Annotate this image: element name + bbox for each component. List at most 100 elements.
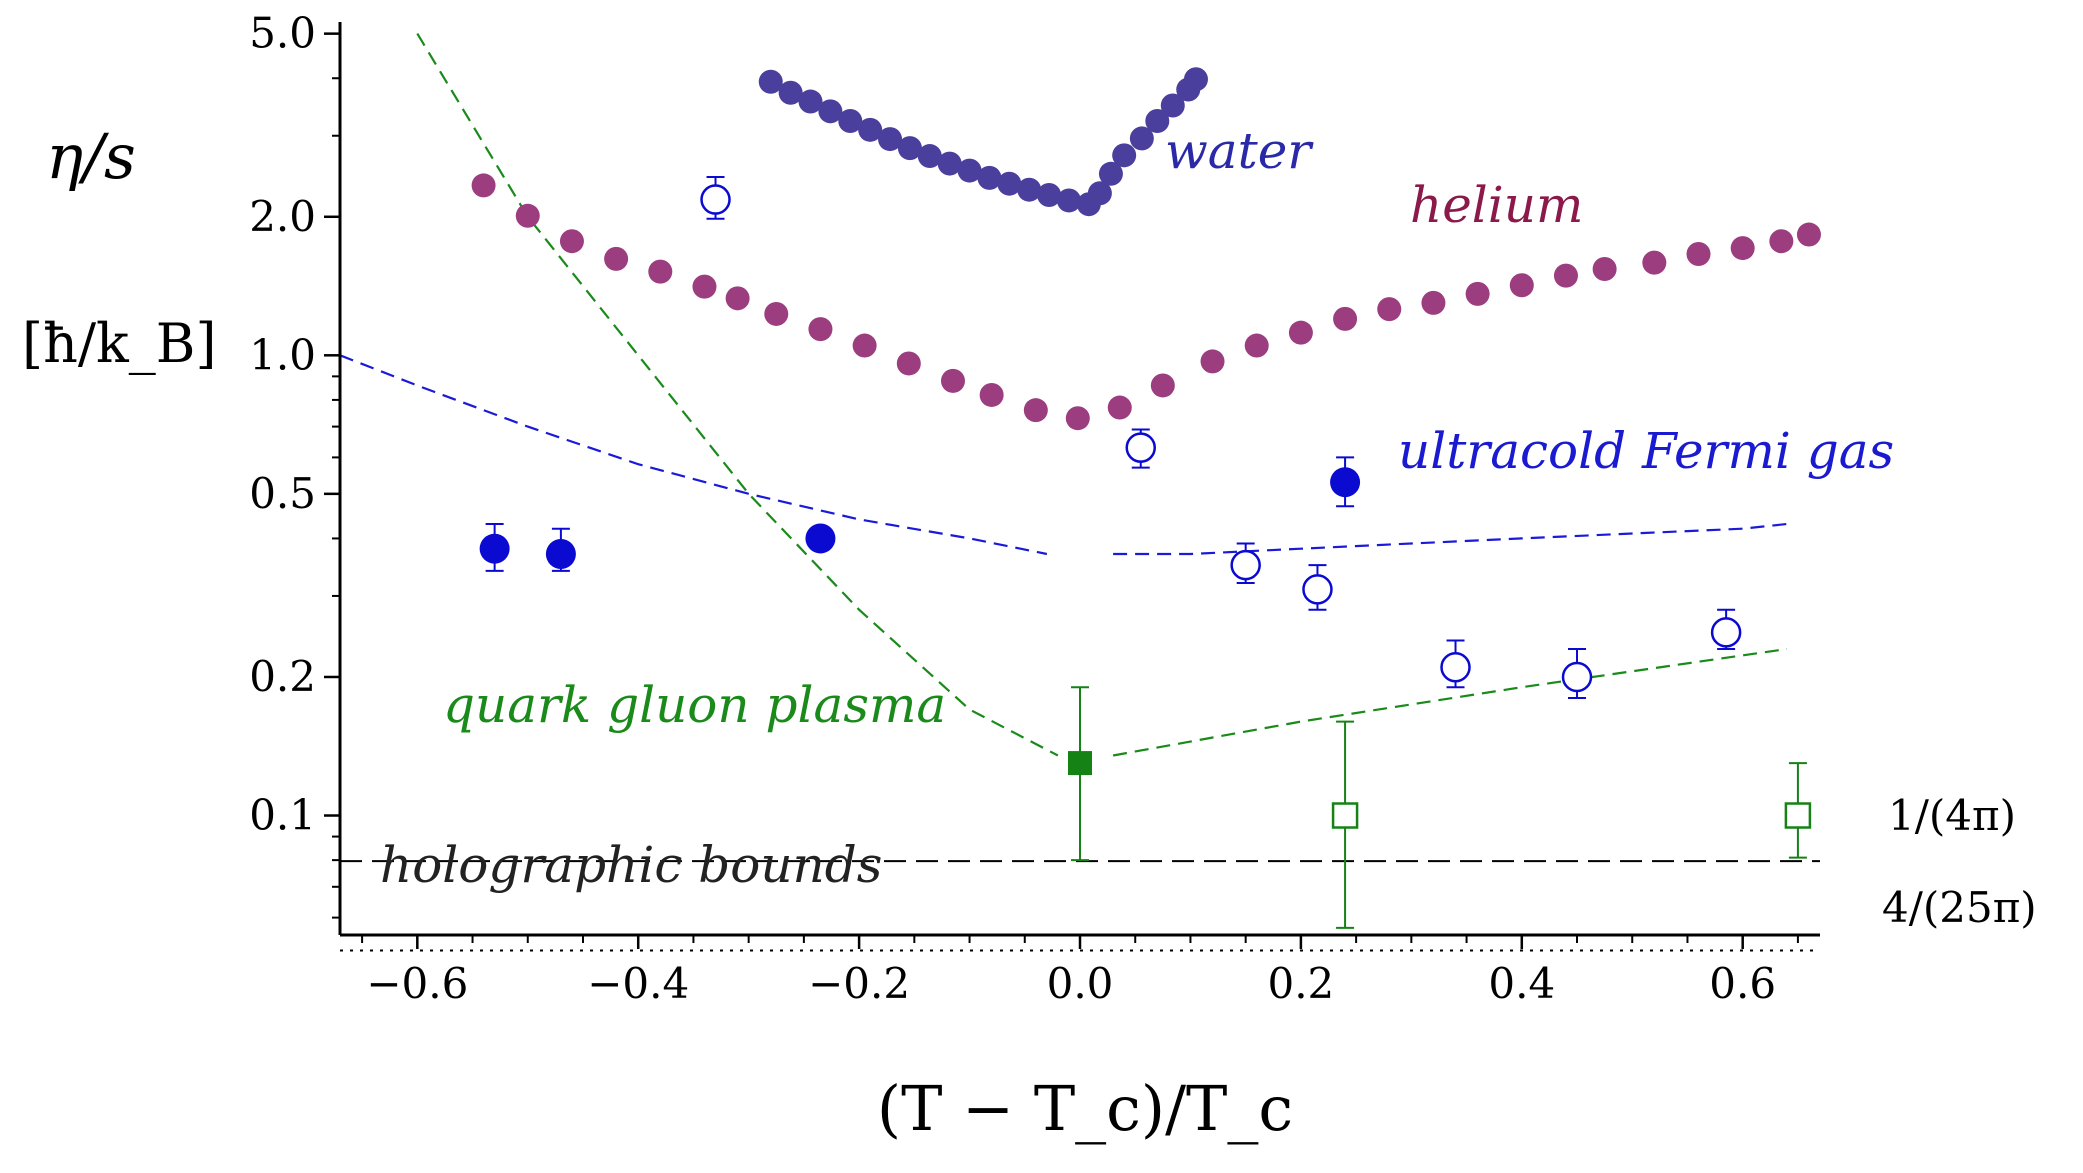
quark-gluon-plasma-open-point: [1784, 802, 1812, 829]
y-axis-unit: [ħ/k_B]: [22, 312, 217, 375]
helium-point: [1200, 349, 1225, 374]
bound-label-gb: 4/(25π): [1882, 883, 2037, 932]
helium-point: [604, 246, 629, 271]
ultracold-Fermi-gas-theory-curve: [339, 354, 1048, 556]
y-axis-label: η/s: [46, 120, 136, 193]
water-point: [1056, 188, 1081, 213]
ultracold-Fermi-gas-open-point: [1302, 574, 1333, 605]
helium-point: [896, 351, 921, 376]
water-point: [1129, 126, 1154, 151]
water-point: [977, 165, 1002, 190]
helium-point: [1796, 222, 1821, 247]
fermi-gas-label: ultracold Fermi gas: [1398, 422, 1894, 480]
helium-point: [1244, 333, 1269, 358]
helium-point: [1377, 297, 1402, 322]
ultracold-Fermi-gas-filled-point: [479, 533, 510, 564]
helium-point: [1686, 242, 1711, 267]
helium-point: [852, 333, 877, 358]
water-point: [1087, 181, 1112, 206]
y-tick-label: 2.0: [249, 192, 316, 241]
helium-point: [1642, 250, 1667, 275]
quark-gluon-plasma-theory-curve: [1112, 647, 1788, 757]
water-point: [897, 136, 922, 161]
axes: −0.6 −0.4 −0.2 0.0 0.2 0.4 0.6 0.1 0.2 0.5 1.0 2.0 5…: [249, 9, 1820, 1008]
ultracold-Fermi-gas-open-point: [1125, 432, 1156, 463]
helium-point: [471, 173, 496, 198]
water-point: [1145, 108, 1170, 133]
x-tick-label: 0.6: [1709, 959, 1776, 1008]
helium-point: [764, 301, 789, 326]
ultracold-Fermi-gas-open-point: [1561, 661, 1593, 693]
x-tick-label: 0.0: [1047, 959, 1114, 1008]
x-tick-label: 0.2: [1267, 959, 1334, 1008]
helium-point: [692, 274, 717, 299]
water-label: water: [1165, 122, 1314, 180]
helium-point: [1150, 373, 1175, 398]
ultracold-Fermi-gas-open-point: [1230, 549, 1261, 581]
water-point: [838, 108, 863, 133]
ultracold-Fermi-gas-open-point: [1440, 651, 1471, 683]
helium-point: [1465, 281, 1490, 306]
ultracold-Fermi-gas-filled-point: [1330, 467, 1361, 498]
y-tick-label: 1.0: [249, 330, 316, 379]
water-point: [1160, 93, 1185, 118]
y-tick-label: 0.2: [249, 652, 316, 701]
quark-gluon-plasma-open-point: [1331, 802, 1359, 829]
helium-point: [1288, 320, 1313, 345]
helium-point: [979, 382, 1004, 407]
water-point: [957, 158, 982, 183]
water-point: [778, 80, 803, 105]
water-point: [917, 144, 942, 169]
water-point: [1037, 183, 1062, 208]
water-point: [818, 99, 843, 124]
holographic-bound-lines: [340, 860, 1820, 952]
quark-gluon-plasma-theory-curve: [416, 33, 1059, 757]
water-point: [878, 127, 903, 152]
data-points: [471, 67, 1821, 929]
water-point: [1098, 161, 1123, 186]
ultracold-Fermi-gas-open-point: [1710, 617, 1742, 648]
helium-point: [940, 368, 965, 393]
bound-label-kss: 1/(4π): [1888, 791, 2016, 840]
water-point: [1017, 177, 1042, 202]
helium-point: [725, 286, 750, 311]
theory-curves: [339, 33, 1788, 757]
water-point: [937, 151, 962, 176]
y-tick-label: 0.1: [249, 791, 316, 840]
helium-point: [559, 229, 584, 254]
helium-point: [1769, 229, 1794, 254]
x-tick-label: −0.4: [587, 959, 689, 1008]
helium-label: helium: [1410, 176, 1583, 234]
helium-point: [1730, 236, 1755, 261]
helium-point: [648, 259, 673, 284]
helium-point: [515, 203, 540, 228]
holographic-bounds-label: holographic bounds: [380, 836, 882, 894]
quark-gluon-plasma-filled-point: [1068, 751, 1092, 776]
helium-point: [1509, 273, 1534, 298]
ultracold-Fermi-gas-theory-curve: [1113, 522, 1788, 556]
x-tick-label: 0.4: [1488, 959, 1555, 1008]
helium-point: [1107, 395, 1132, 420]
helium-point: [1553, 263, 1578, 288]
water-point: [858, 117, 883, 142]
ultracold-Fermi-gas-filled-point: [805, 523, 836, 554]
y-tick-label: 5.0: [249, 9, 316, 58]
helium-point: [1023, 398, 1048, 423]
water-point: [997, 171, 1022, 196]
water-point: [1183, 67, 1208, 92]
y-tick-label: 0.5: [249, 469, 316, 518]
ultracold-Fermi-gas-filled-point: [545, 539, 576, 570]
qgp-label: quark gluon plasma: [443, 676, 946, 734]
x-tick-label: −0.2: [808, 959, 910, 1008]
water-point: [1112, 143, 1137, 168]
water-point: [798, 89, 823, 114]
helium-point: [1421, 290, 1446, 315]
helium-point: [1592, 257, 1617, 282]
x-axis-label: (T − T_c)/T_c: [877, 1072, 1293, 1145]
helium-point: [1065, 406, 1090, 431]
water-point: [758, 69, 783, 94]
ultracold-Fermi-gas-open-point: [700, 184, 731, 215]
helium-point: [808, 317, 833, 342]
helium-point: [1333, 306, 1358, 331]
